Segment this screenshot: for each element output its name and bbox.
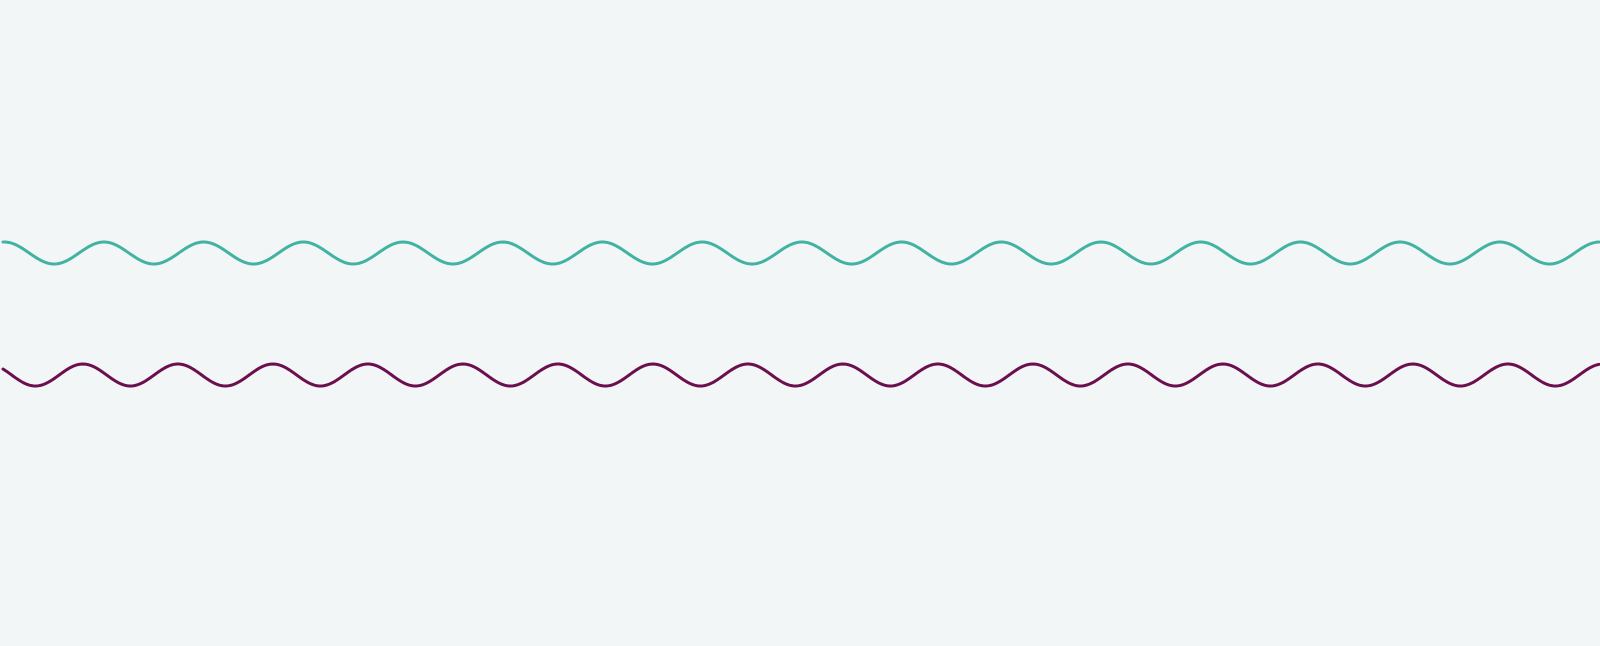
teal-wave xyxy=(1,240,1600,266)
plum-wave xyxy=(1,362,1600,388)
